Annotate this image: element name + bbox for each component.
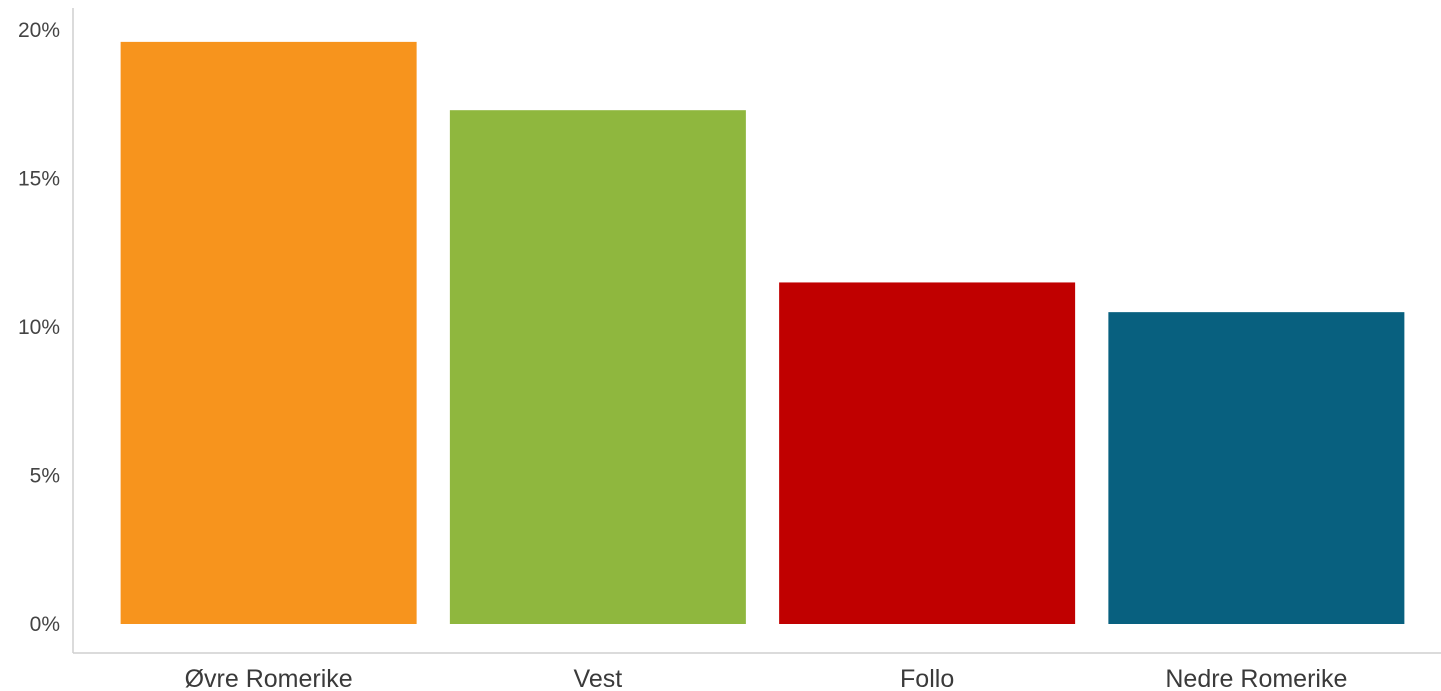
x-tick-label: Nedre Romerike [1165,665,1347,691]
bars [120,41,1405,624]
y-tick-label: 0% [30,613,60,636]
x-tick-label: Øvre Romerike [185,665,353,691]
x-tick-label: Follo [900,665,954,691]
y-tick-label: 10% [18,316,60,339]
y-axis-ticks: 0% 5% 10% 15% 20% [18,19,60,636]
bar--vre-romerike [120,41,417,624]
x-tick-label: Vest [574,665,623,691]
y-tick-label: 15% [18,168,60,191]
bar-nedre-romerike [1108,312,1405,624]
y-tick-label: 20% [18,19,60,42]
y-tick-label: 5% [30,465,60,488]
bar-follo [779,282,1076,624]
bar-vest [449,110,746,624]
x-axis-labels: Øvre Romerike Vest Follo Nedre Romerike [185,665,1348,691]
